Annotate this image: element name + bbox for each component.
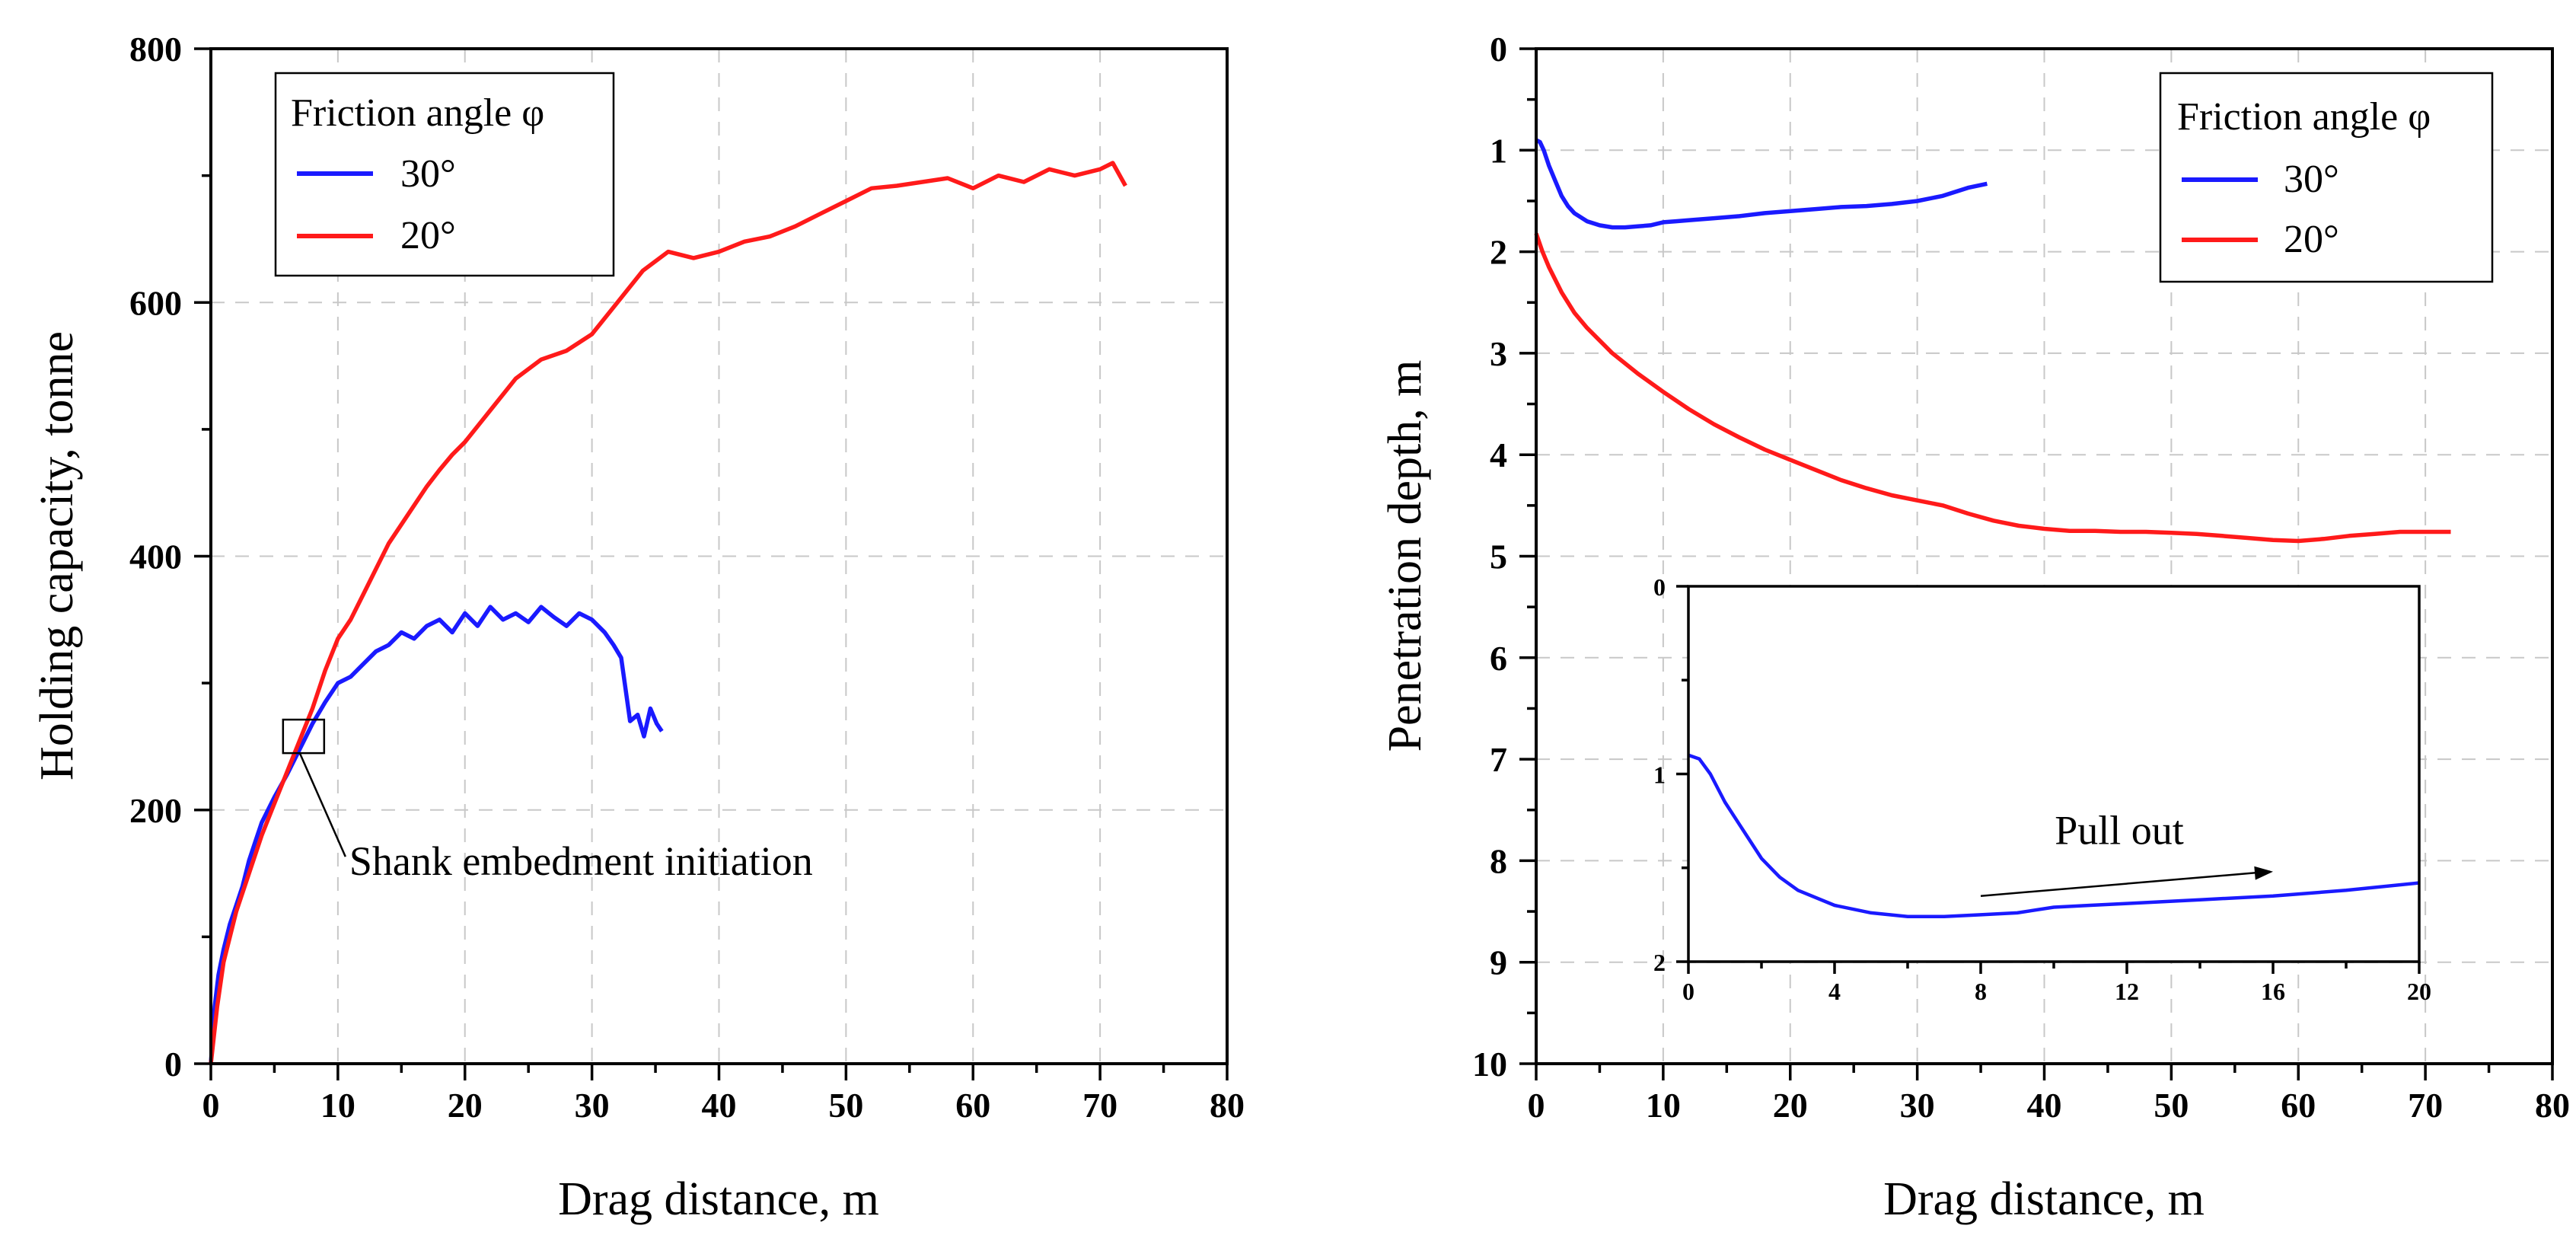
inset-ytick-label: 2 [1653, 949, 1666, 976]
right-ytick-label: 6 [1490, 639, 1507, 678]
inset-ytick-label: 0 [1653, 573, 1666, 601]
right-x-axis-label: Drag distance, m [1883, 1173, 2205, 1225]
inset-xtick-label: 4 [1828, 978, 1841, 1005]
inset-xtick-label: 16 [2261, 978, 2285, 1005]
annotation-box [282, 718, 326, 755]
left-x-axis-label: Drag distance, m [558, 1173, 879, 1225]
left-xtick-label: 60 [955, 1086, 990, 1125]
annotation-text: Shank embedment initiation [349, 838, 813, 884]
right-ytick-label: 7 [1490, 740, 1507, 779]
right-ytick-label: 10 [1472, 1045, 1507, 1083]
right-xtick-label: 0 [1528, 1086, 1545, 1125]
right-y-axis-label: Penetration depth, m [1379, 360, 1431, 752]
right-xtick-label: 40 [2027, 1086, 2062, 1125]
left-y-axis-label: Holding capacity, tonne [31, 331, 83, 780]
left-xtick-label: 50 [828, 1086, 863, 1125]
left-legend-entry-30: 30° [400, 152, 456, 196]
right-ytick-label: 2 [1490, 233, 1507, 272]
right-ytick-label: 9 [1490, 943, 1507, 982]
right-ytick-label: 0 [1490, 30, 1507, 69]
inset-annotation: Pull out [1980, 808, 2273, 897]
left-xtick-label: 80 [1210, 1086, 1245, 1125]
left-legend: Friction angle φ 30° 20° [274, 72, 615, 277]
inset-xtick-label: 0 [1682, 978, 1694, 1005]
right-series-20deg [1534, 232, 2451, 544]
pull-out-arrow-shaft [1980, 870, 2271, 897]
right-xtick-label: 10 [1646, 1086, 1681, 1125]
inset-xtick-label: 8 [1975, 978, 1987, 1005]
left-ytick-label: 400 [129, 538, 182, 576]
inset-ytick-label: 1 [1653, 761, 1666, 789]
right-legend-title: Friction angle φ [2177, 95, 2431, 139]
left-legend-entry-20: 20° [400, 214, 456, 257]
right-ytick-label: 8 [1490, 841, 1507, 880]
left-legend-title: Friction angle φ [291, 91, 544, 135]
right-legend-entry-20: 20° [2284, 218, 2339, 261]
left-ytick-label: 600 [129, 283, 182, 322]
pull-out-label: Pull out [2055, 808, 2184, 854]
left-ytick-label: 0 [164, 1045, 182, 1083]
right-xtick-label: 60 [2281, 1086, 2316, 1125]
right-xtick-label: 30 [1900, 1086, 1935, 1125]
right-series-30deg [1535, 138, 1988, 230]
right-ytick-label: 3 [1490, 334, 1507, 373]
left-xtick-label: 0 [202, 1086, 220, 1125]
right-ytick-label: 5 [1490, 538, 1507, 576]
inset-series-30deg [1688, 753, 2420, 919]
left-xtick-label: 10 [320, 1086, 355, 1125]
right-xtick-label: 50 [2154, 1086, 2189, 1125]
inset-xtick-label: 20 [2407, 978, 2431, 1005]
left-xtick-label: 40 [702, 1086, 737, 1125]
right-ytick-label: 1 [1490, 131, 1507, 170]
left-series-20deg [209, 161, 1127, 1064]
right-ytick-label: 4 [1490, 436, 1507, 474]
left-ytick-label: 200 [129, 791, 182, 830]
right-xtick-label: 80 [2535, 1086, 2570, 1125]
left-annotation: Shank embedment initiation [282, 718, 813, 884]
left-xtick-label: 70 [1082, 1086, 1117, 1125]
inset-background [1688, 586, 2419, 962]
right-xtick-label: 20 [1773, 1086, 1808, 1125]
left-xtick-label: 30 [575, 1086, 610, 1125]
inset-xtick-label: 12 [2115, 978, 2139, 1005]
annotation-leader [298, 752, 346, 857]
left-ytick-label: 800 [129, 30, 182, 69]
right-legend: Friction angle φ 30° 20° [2159, 72, 2494, 283]
left-xtick-label: 20 [448, 1086, 483, 1125]
left-series-30deg [209, 605, 664, 1064]
right-legend-entry-30: 30° [2284, 158, 2339, 201]
right-xtick-label: 70 [2408, 1086, 2443, 1125]
pull-out-arrow-head [2254, 866, 2273, 880]
